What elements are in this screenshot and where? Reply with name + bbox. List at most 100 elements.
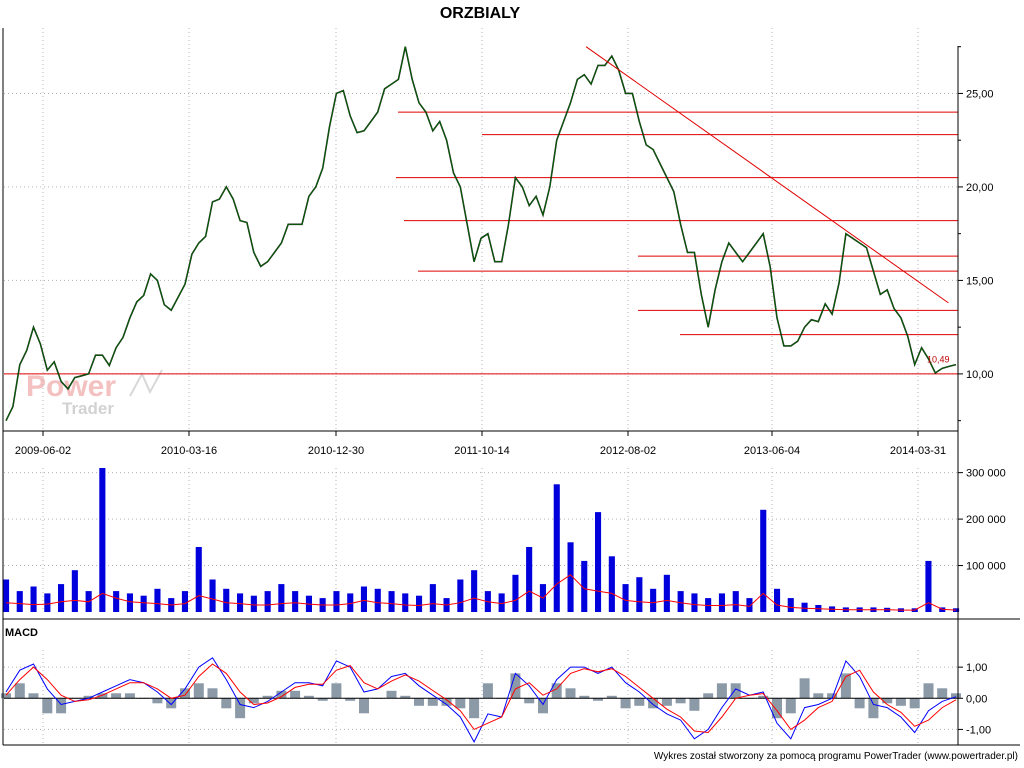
macd-histogram-bar <box>689 698 700 711</box>
x-tick-label: 2011-10-14 <box>454 445 509 457</box>
x-tick-label: 2012-08-02 <box>600 445 656 457</box>
macd-histogram-bar <box>427 698 438 706</box>
volume-bar <box>347 593 354 612</box>
volume-bar <box>691 593 698 612</box>
macd-histogram-bar <box>193 683 204 699</box>
x-tick-label: 2010-03-16 <box>161 445 217 457</box>
macd-histogram-bar <box>538 698 548 714</box>
volume-bar <box>140 595 147 612</box>
macd-histogram-bar <box>207 688 218 699</box>
macd-histogram-bar <box>620 698 631 709</box>
volume-bar <box>360 586 367 612</box>
macd-histogram-bar <box>551 683 562 699</box>
volume-bar <box>250 595 257 612</box>
macd-histogram-bar <box>303 695 314 699</box>
price-y-tick-label: 20,00 <box>966 182 994 194</box>
volume-bar <box>429 584 436 612</box>
axes-layer: 2009-06-02 2010-03-16 2010-12-30 2011-10-14… <box>2 28 1020 746</box>
watermark-swoosh-icon <box>129 369 163 397</box>
volume-y-tick-label: 300 000 <box>966 468 1006 480</box>
price-series-line <box>5 46 957 421</box>
macd-histogram-bar <box>14 683 25 699</box>
macd-y-tick-label: 1,00 <box>966 662 987 674</box>
volume-bar <box>925 560 932 612</box>
macd-histogram-bar <box>854 698 865 709</box>
volume-bar <box>223 588 230 612</box>
volume-bar <box>636 577 643 612</box>
volume-bar <box>526 547 533 612</box>
macd-histogram-bar <box>221 698 232 709</box>
volume-bar <box>801 602 808 612</box>
macd-histogram-bar <box>152 698 163 704</box>
volume-bar <box>264 591 271 612</box>
macd-histogram-bar <box>951 693 961 699</box>
data-layer: 10,49 <box>1 46 961 743</box>
macd-histogram-bar <box>634 698 645 706</box>
volume-bar <box>181 591 188 612</box>
volume-bar <box>388 591 395 612</box>
macd-histogram-bar <box>606 695 617 699</box>
macd-histogram-bar <box>331 683 342 699</box>
macd-histogram-bar <box>703 693 714 699</box>
volume-bar <box>608 556 615 612</box>
volume-bar <box>760 509 767 612</box>
macd-line <box>5 657 957 743</box>
volume-bar <box>457 579 464 612</box>
macd-histogram-bar <box>414 698 424 706</box>
macd-histogram-bar <box>124 693 135 699</box>
macd-histogram-bar <box>248 698 259 704</box>
volume-bar <box>732 591 739 612</box>
volume-bar <box>416 595 423 612</box>
macd-histogram-bar <box>895 698 906 706</box>
x-tick-label: 2009-06-02 <box>15 445 71 457</box>
macd-histogram-bar <box>716 683 727 699</box>
macd-histogram-bar <box>455 698 466 709</box>
macd-histogram-bar <box>827 693 838 699</box>
macd-histogram-bar <box>840 673 851 699</box>
macd-histogram-bar <box>524 698 535 704</box>
macd-histogram-bar <box>758 695 769 699</box>
macd-histogram-bar <box>290 690 301 699</box>
macd-histogram-bar <box>400 695 411 699</box>
volume-bar <box>154 588 161 612</box>
volume-bar <box>71 570 78 612</box>
volume-bar <box>567 542 574 612</box>
macd-histogram-bar <box>868 698 879 719</box>
volume-bar <box>16 591 23 612</box>
volume-bar <box>650 588 657 612</box>
macd-histogram-bar <box>510 673 521 699</box>
macd-signal-line <box>5 663 957 734</box>
volume-bar <box>595 512 602 612</box>
volume-y-tick-label: 200 000 <box>966 514 1006 526</box>
macd-histogram-bar <box>42 698 53 714</box>
volume-bar <box>402 593 409 612</box>
powertrader-watermark: Power Trader <box>26 369 163 418</box>
volume-bar <box>953 608 960 612</box>
volume-bar <box>113 591 120 612</box>
macd-histogram-bar <box>730 683 741 699</box>
macd-histogram-bar <box>111 693 122 699</box>
macd-histogram-bar <box>482 683 493 699</box>
macd-panel-label: MACD <box>5 627 38 639</box>
x-tick-label: 2013-06-04 <box>744 445 800 457</box>
volume-bar <box>746 598 753 612</box>
volume-bar <box>663 574 670 612</box>
volume-bar <box>774 588 781 612</box>
macd-histogram-bar <box>97 693 108 699</box>
volume-y-tick-label: 100 000 <box>966 561 1006 573</box>
watermark-line1: Power <box>26 370 116 403</box>
macd-histogram-bar <box>579 695 590 699</box>
macd-histogram-bar <box>565 688 576 699</box>
macd-histogram-bar <box>772 698 782 719</box>
volume-bar <box>553 484 560 612</box>
volume-bar <box>209 579 216 612</box>
volume-bar <box>471 570 478 612</box>
x-tick-label: 2010-12-30 <box>308 445 364 457</box>
volume-bar <box>374 588 381 612</box>
macd-histogram-bar <box>56 698 67 714</box>
macd-histogram-bar <box>345 698 356 701</box>
macd-histogram-bar <box>166 698 177 709</box>
